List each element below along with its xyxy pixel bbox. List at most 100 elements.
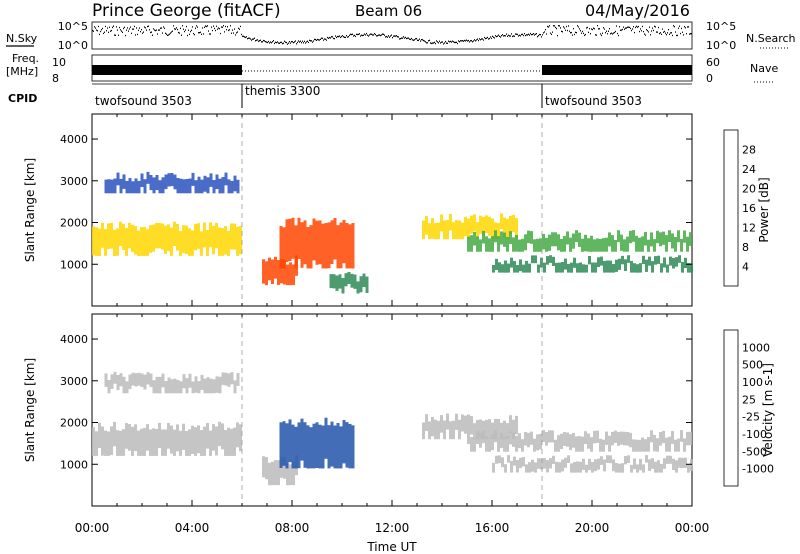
range-cell bbox=[645, 455, 648, 463]
range-cell bbox=[294, 426, 298, 469]
range-cell bbox=[218, 376, 222, 394]
sky-sample bbox=[654, 25, 655, 27]
sky-sample bbox=[474, 39, 475, 41]
range-cell bbox=[347, 272, 351, 284]
sky-sample bbox=[198, 32, 199, 34]
sky-sample bbox=[413, 39, 414, 41]
range-cell bbox=[506, 436, 509, 452]
colorbar-tick-label: 4 bbox=[742, 261, 749, 274]
sky-sample bbox=[351, 33, 352, 36]
range-cell bbox=[612, 264, 615, 273]
range-cell bbox=[104, 179, 108, 194]
range-cell bbox=[107, 223, 110, 250]
sky-sample bbox=[501, 35, 502, 37]
range-cell bbox=[291, 424, 295, 469]
sky-sample bbox=[93, 30, 94, 32]
range-cell bbox=[527, 432, 530, 448]
range-cell bbox=[629, 432, 632, 448]
sky-sample bbox=[502, 34, 503, 36]
range-cell bbox=[588, 458, 591, 471]
range-cell bbox=[464, 216, 467, 237]
sky-sample bbox=[337, 35, 338, 38]
sky-sample bbox=[294, 41, 295, 43]
range-cell bbox=[122, 174, 126, 189]
sky-sample bbox=[271, 42, 272, 44]
sky-sample bbox=[149, 29, 150, 31]
range-cell bbox=[594, 262, 597, 273]
sky-sample bbox=[626, 27, 627, 29]
sky-sample bbox=[146, 29, 147, 31]
sky-sample bbox=[266, 41, 267, 43]
sky-sample bbox=[289, 41, 290, 43]
range-cell bbox=[476, 419, 479, 440]
range-cell bbox=[515, 235, 518, 252]
range-cell bbox=[644, 231, 647, 246]
range-cell bbox=[271, 461, 274, 486]
range-cell bbox=[197, 425, 200, 454]
sky-sample bbox=[670, 32, 671, 34]
range-cell bbox=[593, 430, 596, 444]
colorbar-tick-label: 100 bbox=[742, 376, 763, 389]
sky-sample bbox=[467, 40, 468, 42]
range-cell bbox=[164, 381, 168, 394]
range-cell bbox=[515, 218, 518, 239]
sky-sample bbox=[257, 39, 258, 41]
range-cell bbox=[479, 215, 482, 234]
range-cell bbox=[648, 256, 651, 266]
sky-sample bbox=[307, 40, 308, 42]
sky-sample bbox=[201, 33, 202, 35]
range-cell bbox=[279, 225, 283, 269]
sky-sample bbox=[632, 28, 633, 30]
power-data bbox=[92, 114, 693, 306]
range-cell bbox=[509, 431, 512, 445]
range-cell bbox=[675, 257, 678, 267]
freq-tick-top: 10 bbox=[52, 56, 66, 69]
sky-sample bbox=[590, 33, 591, 35]
range-cell bbox=[344, 273, 348, 287]
sky-sample bbox=[389, 36, 390, 38]
sky-sample bbox=[536, 33, 537, 35]
range-cell bbox=[122, 429, 125, 456]
sky-sample bbox=[123, 27, 124, 30]
range-cell bbox=[149, 225, 152, 253]
range-cell bbox=[104, 373, 108, 387]
range-cell bbox=[560, 433, 563, 450]
range-cell bbox=[627, 255, 630, 263]
sky-sample bbox=[108, 31, 109, 33]
sky-sample bbox=[279, 42, 280, 44]
y-tick-label: 4000 bbox=[60, 333, 88, 346]
sky-sample bbox=[341, 35, 342, 38]
sky-sample bbox=[157, 33, 158, 35]
sky-sample bbox=[657, 31, 658, 33]
sky-sample bbox=[531, 34, 532, 36]
sky-sample bbox=[362, 34, 363, 37]
power-ylabel: Slant Range [km] bbox=[23, 158, 37, 262]
range-cell bbox=[596, 238, 599, 252]
range-cell bbox=[333, 425, 337, 469]
range-cell bbox=[650, 232, 653, 247]
range-cell bbox=[188, 228, 191, 256]
range-cell bbox=[530, 431, 533, 445]
sky-sample bbox=[150, 31, 151, 34]
range-cell bbox=[233, 223, 236, 250]
sky-sample bbox=[396, 35, 397, 37]
range-cell bbox=[671, 431, 674, 444]
range-cell bbox=[327, 425, 331, 469]
sky-sample bbox=[564, 27, 565, 29]
sky-sample bbox=[439, 40, 440, 42]
colorbar-tick-label: 16 bbox=[742, 202, 756, 215]
sky-sample bbox=[408, 37, 409, 39]
range-cell bbox=[137, 230, 140, 256]
range-cell bbox=[119, 430, 122, 456]
sky-sample bbox=[216, 25, 217, 27]
sky-sample bbox=[360, 35, 361, 37]
range-cell bbox=[620, 234, 623, 251]
sky-sample bbox=[222, 26, 223, 28]
sky-sample bbox=[655, 26, 656, 28]
sky-sample bbox=[259, 40, 260, 42]
sky-sample bbox=[137, 33, 138, 36]
sky-sample bbox=[449, 41, 450, 43]
colorbar-tick-label: -500 bbox=[742, 445, 767, 458]
range-cell bbox=[546, 256, 549, 265]
range-cell bbox=[283, 456, 286, 479]
